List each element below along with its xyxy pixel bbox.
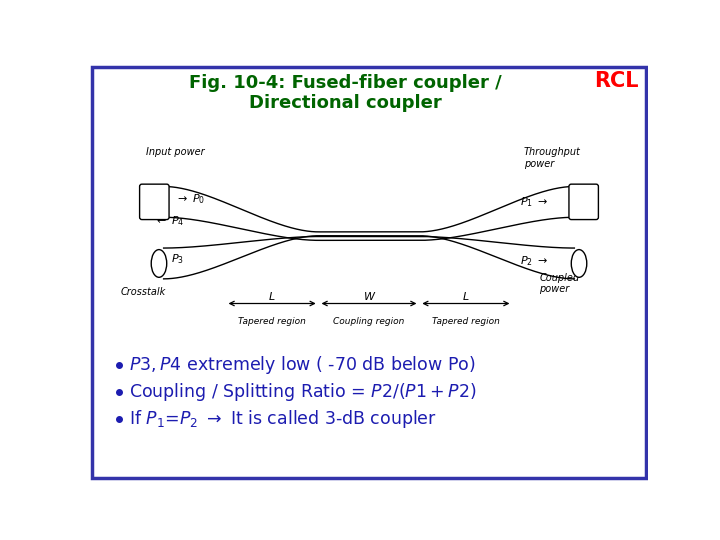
Text: RCL: RCL bbox=[594, 71, 639, 91]
FancyBboxPatch shape bbox=[140, 184, 169, 220]
Text: $P_2$ $\rightarrow$: $P_2$ $\rightarrow$ bbox=[520, 254, 549, 268]
Text: Tapered region: Tapered region bbox=[432, 318, 500, 326]
Text: Tapered region: Tapered region bbox=[238, 318, 306, 326]
Text: $\leftarrow$ $P_3$: $\leftarrow$ $P_3$ bbox=[153, 252, 184, 266]
Text: Fig. 10-4: Fused-fiber coupler /: Fig. 10-4: Fused-fiber coupler / bbox=[189, 74, 502, 92]
Text: $P3, P4$ extremely low ( -70 dB below Po): $P3, P4$ extremely low ( -70 dB below Po… bbox=[129, 354, 475, 376]
Text: Coupled
power: Coupled power bbox=[539, 273, 580, 294]
Ellipse shape bbox=[151, 249, 167, 278]
Text: $P_1$ $\rightarrow$: $P_1$ $\rightarrow$ bbox=[520, 195, 549, 209]
Text: Coupling / Splitting Ratio = $P2/(P1+P2)$: Coupling / Splitting Ratio = $P2/(P1+P2)… bbox=[129, 381, 477, 403]
Text: $\leftarrow$ $P_4$: $\leftarrow$ $P_4$ bbox=[153, 214, 184, 228]
Text: Coupling region: Coupling region bbox=[333, 318, 405, 326]
Text: Directional coupler: Directional coupler bbox=[249, 94, 442, 112]
Text: W: W bbox=[364, 292, 374, 302]
Text: If $P_1$=$P_2$ $\rightarrow$ It is called 3-dB coupler: If $P_1$=$P_2$ $\rightarrow$ It is calle… bbox=[129, 408, 436, 430]
Text: $\rightarrow$ $P_0$: $\rightarrow$ $P_0$ bbox=[175, 193, 205, 206]
Text: Input power: Input power bbox=[145, 147, 204, 157]
Text: Crosstalk: Crosstalk bbox=[121, 287, 166, 296]
Text: Throughput
power: Throughput power bbox=[524, 147, 581, 169]
Text: L: L bbox=[463, 292, 469, 302]
Text: L: L bbox=[269, 292, 275, 302]
Ellipse shape bbox=[571, 249, 587, 278]
FancyBboxPatch shape bbox=[569, 184, 598, 220]
